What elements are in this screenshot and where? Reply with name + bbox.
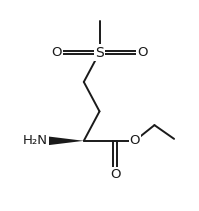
Text: H₂N: H₂N bbox=[22, 134, 48, 147]
Polygon shape bbox=[49, 137, 84, 145]
Text: O: O bbox=[51, 46, 61, 59]
Text: S: S bbox=[95, 46, 104, 60]
Text: O: O bbox=[138, 46, 148, 59]
Text: O: O bbox=[130, 134, 140, 147]
Text: O: O bbox=[110, 168, 120, 181]
